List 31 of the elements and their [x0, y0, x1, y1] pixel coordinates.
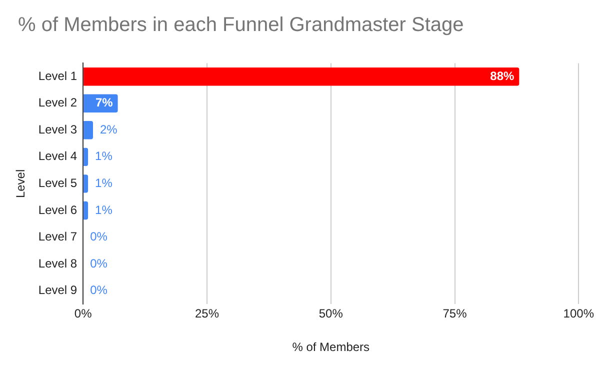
bar	[84, 201, 88, 220]
bar	[84, 67, 520, 86]
bar	[84, 121, 94, 140]
y-tick-label: Level 2	[38, 96, 78, 110]
data-label: 2%	[100, 122, 118, 136]
y-tick-label: Level 9	[38, 283, 78, 298]
data-label: 1%	[95, 176, 113, 190]
data-label: 88%	[490, 68, 515, 83]
data-label: 0%	[90, 230, 108, 244]
bar	[84, 174, 88, 193]
y-tick-label: Level 5	[38, 176, 78, 190]
data-label: 0%	[90, 283, 108, 298]
y-tick-label: Level 8	[38, 256, 78, 270]
x-tick-label: 75%	[442, 306, 468, 321]
chart-title: % of Members in each Funnel Grandmaster Stage	[18, 14, 464, 37]
x-tick-label: 0%	[74, 306, 92, 321]
y-tick-label: Level 7	[38, 230, 78, 244]
x-tick-label: 100%	[563, 306, 594, 321]
y-tick-label: Level 4	[38, 149, 78, 164]
y-tick-label: Level 3	[38, 122, 78, 136]
bar	[84, 148, 88, 166]
x-tick-label: 50%	[318, 306, 344, 321]
y-tick-label: Level 6	[38, 202, 78, 217]
data-label: 7%	[95, 96, 114, 110]
data-label: 1%	[95, 202, 113, 217]
data-label: 1%	[95, 149, 113, 164]
x-axis-title: % of Members	[292, 340, 370, 354]
y-axis-title: Level	[14, 169, 28, 198]
y-tick-label: Level 1	[38, 68, 78, 83]
data-label: 0%	[90, 256, 108, 270]
x-tick-label: 25%	[194, 306, 220, 321]
